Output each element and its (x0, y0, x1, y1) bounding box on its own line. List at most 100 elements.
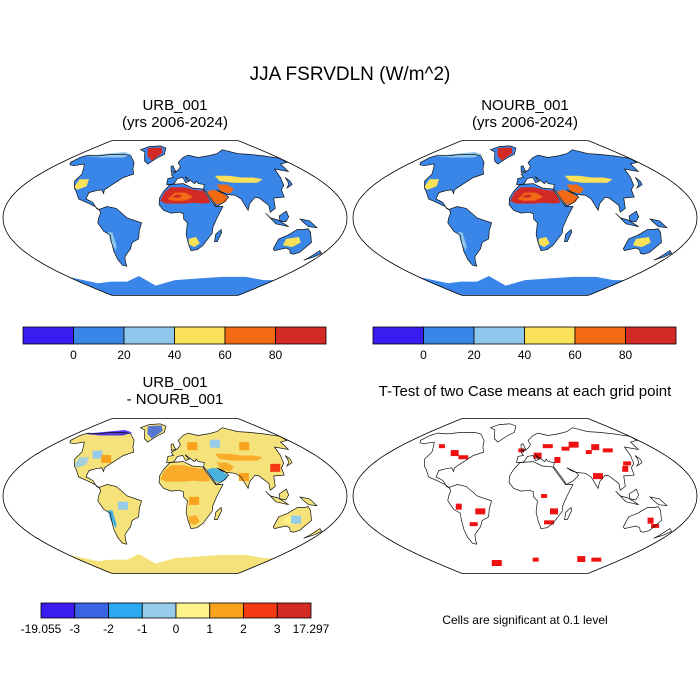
field-speck (92, 450, 103, 459)
significant-cell (550, 508, 559, 515)
significant-cell (622, 465, 629, 472)
colorbar-swatch (524, 326, 576, 345)
field-sahara-peak (171, 194, 183, 198)
coastline-britain (170, 165, 177, 173)
colorbar-tick-label: 2 (240, 622, 247, 636)
panel-title-line1: URB_001 (142, 97, 208, 114)
colorbar-swatch (224, 326, 276, 345)
significant-cell (541, 494, 548, 498)
significant-cell (532, 557, 539, 562)
field-greenlandIn (147, 147, 163, 161)
land-antarctica (418, 276, 625, 296)
colorbar-swatch (209, 602, 244, 619)
map-ttest (352, 418, 698, 574)
land-northAmerica (419, 154, 485, 211)
coastline-borneo (628, 210, 640, 223)
significance-note: Cells are significant at 0.1 level (442, 613, 608, 627)
coastline-eurasia (516, 149, 640, 213)
coastline-japan (284, 177, 293, 190)
coastline-newGuinea (299, 496, 318, 507)
land-madagascar (564, 229, 572, 242)
coastline-southAmerica (97, 206, 143, 267)
colorbar-tick-label: 0 (420, 348, 427, 362)
land-borneo (629, 211, 639, 222)
colorbar-tick-label: -3 (69, 622, 80, 636)
significant-cell (585, 450, 592, 455)
panel-title-line2: (yrs 2006-2024) (122, 114, 228, 131)
field-speck (209, 439, 220, 448)
significant-cell (438, 444, 445, 449)
significant-cell (591, 557, 602, 562)
coastline-greenland (139, 145, 167, 165)
coastline-newGuinea (299, 218, 318, 229)
panel-title-ttest: T-Test of two Case means at each grid po… (378, 383, 672, 400)
colorbar-swatch (276, 602, 312, 619)
coastline-britain (520, 165, 527, 173)
land-borneo (629, 489, 639, 500)
panel-title-urb: URB_001 (yrs 2006-2024) (25, 97, 325, 131)
field-iran (566, 184, 584, 194)
field-andes (457, 232, 467, 251)
colorbar-tick-label: -1 (137, 622, 148, 636)
colorbar-swatch (174, 326, 226, 345)
colorbar-tick-label: 80 (619, 348, 633, 362)
coastline-madagascar (214, 228, 223, 242)
map-ocean (3, 418, 347, 574)
coastline-northAmerica (69, 154, 135, 211)
significant-cell (577, 556, 586, 563)
colorbar-tick-label: 20 (467, 348, 481, 362)
coastline-newZealand (653, 528, 673, 539)
colorbar-swatch (423, 326, 475, 345)
colorbar-swatch (275, 326, 327, 345)
coastline-madagascar (564, 228, 573, 242)
land-eurasia (516, 427, 639, 491)
land-madagascar (214, 229, 222, 242)
colorbar-tick-label: 40 (518, 348, 532, 362)
field-iran (216, 462, 234, 472)
coastline-newGuinea (649, 496, 668, 507)
land-northAmerica (69, 154, 135, 211)
land-madagascar (214, 507, 222, 520)
colorbar-swatch (625, 326, 677, 345)
colorbar-urb: 0 20 40 60 80 (22, 326, 327, 362)
panel-title-nourb: NOURB_001 (yrs 2006-2024) (375, 97, 675, 131)
colorbar-swatch (22, 326, 74, 345)
colorbar-swatch (108, 602, 143, 619)
colorbar-tick-label: 1 (206, 622, 213, 636)
colorbar-tick-label: 0 (70, 348, 77, 362)
significant-cell (458, 455, 469, 460)
significant-cell (455, 503, 462, 510)
coastline-northAmerica (419, 154, 485, 211)
coastline-southAmerica (97, 484, 143, 545)
field-andes (107, 510, 117, 529)
map-ocean (353, 418, 697, 574)
coastline-africa (508, 183, 574, 251)
land-antarctica (68, 276, 275, 296)
coastline-greenland (489, 145, 517, 165)
field-centralAsia (564, 175, 613, 183)
coastline-eurasia (516, 427, 640, 491)
coastline-britain (170, 443, 177, 451)
land-newGuinea (650, 497, 667, 506)
map-ocean (3, 140, 347, 296)
significant-cell (469, 522, 478, 527)
significant-cell (491, 560, 502, 566)
land-southAmerica (447, 484, 492, 545)
field-sahara-core (167, 192, 194, 201)
land-greenland (490, 423, 516, 442)
field-speck (187, 442, 198, 451)
coastline-indonesia (265, 212, 289, 228)
significant-cell (544, 520, 555, 525)
field-andes (107, 232, 117, 251)
coastline-africa (158, 461, 224, 529)
coastline-indonesia (615, 212, 639, 228)
land-newGuinea (650, 219, 667, 228)
colorbar-tick-label: -19.055 (21, 622, 62, 636)
field-speck (239, 442, 250, 451)
colorbar-swatch (74, 602, 109, 619)
coastline-newGuinea (649, 218, 668, 229)
coastline-eurasia (166, 427, 290, 491)
panel-title-diff: URB_001 - NOURB_001 (25, 374, 325, 408)
coastline-borneo (628, 488, 640, 501)
land-newGuinea (300, 219, 317, 228)
